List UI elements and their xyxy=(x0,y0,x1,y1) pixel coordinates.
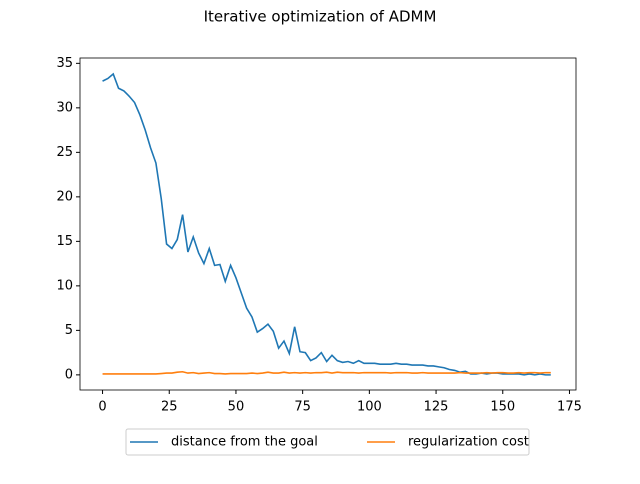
x-tick-label: 50 xyxy=(228,400,245,415)
legend-box xyxy=(125,428,530,456)
series-line xyxy=(102,370,551,375)
y-tick-label: 30 xyxy=(56,100,73,115)
legend-label: regularization cost xyxy=(408,435,529,450)
y-tick-label: 20 xyxy=(56,189,73,204)
x-tick-label: 175 xyxy=(557,400,582,415)
y-tick-label: 10 xyxy=(56,278,73,293)
chart-title: Iterative optimization of ADMM xyxy=(204,8,437,26)
x-tick-label: 75 xyxy=(294,400,311,415)
x-tick-label: 25 xyxy=(161,400,178,415)
y-tick-label: 5 xyxy=(65,323,73,338)
plot-frame xyxy=(79,57,577,391)
x-tick-label: 0 xyxy=(98,400,106,415)
y-tick-label: 35 xyxy=(56,56,73,71)
legend-label: distance from the goal xyxy=(171,435,318,450)
x-tick-label: 125 xyxy=(424,400,449,415)
y-tick-label: 0 xyxy=(65,367,73,382)
series-line xyxy=(102,72,551,376)
y-tick-label: 25 xyxy=(56,145,73,160)
y-tick-label: 15 xyxy=(56,234,73,249)
x-tick-label: 150 xyxy=(490,400,515,415)
x-tick-label: 100 xyxy=(357,400,382,415)
